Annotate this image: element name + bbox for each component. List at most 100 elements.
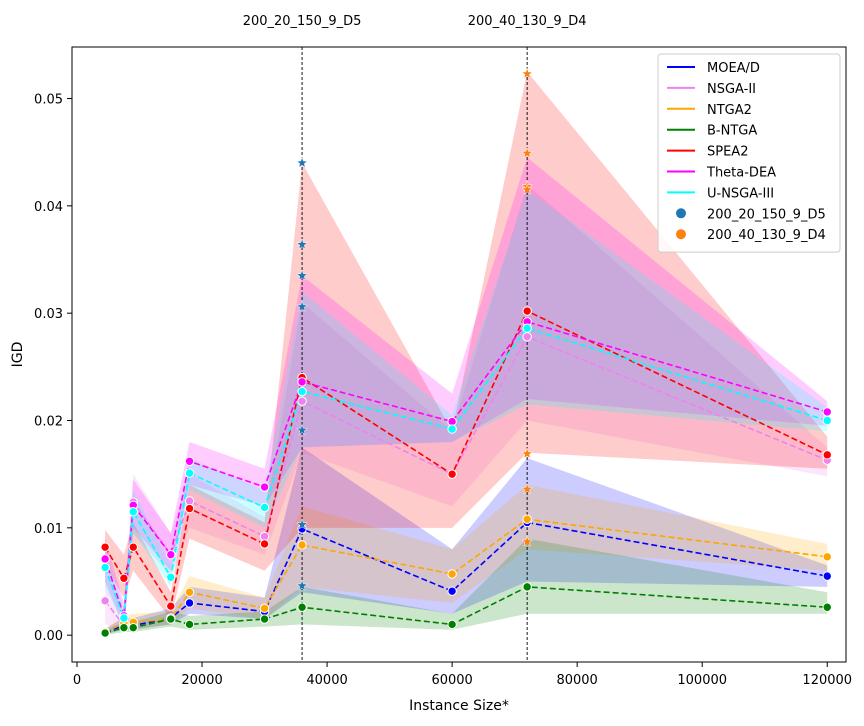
star-marker-200-40-130-9-d4 bbox=[521, 447, 534, 459]
point-spea2 bbox=[522, 306, 532, 316]
point-b-ntga bbox=[522, 582, 532, 592]
point-theta-dea bbox=[184, 456, 195, 466]
axes: 0 20000 40000 60000 80000 100000 120000 0.00 0.0… bbox=[10, 93, 852, 714]
band-ntga2 bbox=[105, 484, 828, 635]
point-b-ntga bbox=[259, 614, 270, 624]
y-tick-label: 0.00 bbox=[34, 629, 63, 644]
vline-label-200-20-150-9-d5: 200_20_150_9_D5 bbox=[243, 14, 362, 29]
vline-label-200-40-130-9-d4: 200_40_130_9_D4 bbox=[468, 14, 587, 29]
legend-label-u-nsga-iii: U-NSGA-III bbox=[707, 186, 774, 201]
x-tick-label: 0 bbox=[73, 673, 81, 688]
point-spea2 bbox=[259, 539, 270, 549]
point-u-nsga-iii bbox=[119, 613, 129, 623]
star-marker-200-40-130-9-d4 bbox=[521, 535, 534, 547]
point-u-nsga-iii bbox=[184, 468, 195, 478]
point-u-nsga-iii bbox=[128, 507, 138, 517]
point-b-ntga bbox=[119, 622, 129, 633]
star-marker-200-20-150-9-d5 bbox=[296, 423, 308, 436]
y-axis-label: IGD bbox=[10, 342, 26, 368]
band-theta-dea bbox=[105, 157, 828, 627]
point-moea-d bbox=[447, 586, 457, 596]
band-b-ntga bbox=[105, 538, 828, 636]
point-b-ntga bbox=[166, 614, 176, 624]
point-u-nsga-iii bbox=[822, 415, 832, 426]
x-tick-label: 40000 bbox=[306, 673, 347, 688]
line-moea-d bbox=[104, 521, 828, 633]
star-marker-200-20-150-9-d5 bbox=[296, 156, 308, 168]
x-tick-label: 60000 bbox=[431, 673, 472, 688]
confidence-bands bbox=[105, 71, 828, 636]
point-u-nsga-iii bbox=[522, 323, 532, 333]
legend-label-theta-dea: Theta-DEA bbox=[706, 166, 776, 181]
legend-label-moea-d: MOEA/D bbox=[707, 61, 760, 76]
point-theta-dea bbox=[100, 554, 110, 564]
point-spea2 bbox=[100, 542, 110, 552]
instance-markers bbox=[296, 67, 534, 591]
point-ntga2 bbox=[522, 514, 532, 524]
legend-label-200-20-150-9-d5: 200_20_150_9_D5 bbox=[707, 207, 826, 222]
x-tick-label: 80000 bbox=[556, 673, 597, 688]
point-b-ntga bbox=[822, 602, 832, 612]
star-marker-200-40-130-9-d4 bbox=[521, 147, 534, 159]
plot-frame bbox=[71, 46, 847, 663]
point-ntga2 bbox=[259, 603, 270, 614]
legend-swatch-200-40-130-9-d4 bbox=[676, 229, 686, 240]
point-nsga-ii bbox=[100, 596, 110, 606]
point-nsga-ii bbox=[522, 332, 532, 342]
legend-label-200-40-130-9-d4: 200_40_130_9_D4 bbox=[707, 228, 826, 243]
point-b-ntga bbox=[184, 619, 195, 630]
line-spea2 bbox=[104, 309, 828, 609]
star-marker-200-20-150-9-d5 bbox=[296, 269, 308, 281]
legend-swatch-200-20-150-9-d5 bbox=[676, 208, 686, 219]
point-b-ntga bbox=[128, 622, 138, 633]
point-u-nsga-iii bbox=[166, 572, 176, 582]
y-tick-label: 0.02 bbox=[34, 415, 63, 430]
point-u-nsga-iii bbox=[297, 386, 307, 397]
x-tick-label: 20000 bbox=[181, 673, 222, 688]
line-u-nsga-iii bbox=[104, 327, 828, 619]
point-theta-dea bbox=[822, 407, 832, 417]
point-theta-dea bbox=[259, 482, 270, 492]
point-ntga2 bbox=[297, 540, 307, 550]
band-moea-d bbox=[105, 447, 828, 635]
point-spea2 bbox=[128, 542, 138, 552]
y-tick-label: 0.03 bbox=[34, 307, 63, 322]
star-marker-200-40-130-9-d4 bbox=[521, 482, 534, 495]
point-theta-dea bbox=[297, 377, 307, 387]
point-spea2 bbox=[447, 469, 457, 479]
point-u-nsga-iii bbox=[447, 424, 457, 434]
x-axis-label: Instance Size* bbox=[409, 698, 509, 714]
star-marker-200-40-130-9-d4 bbox=[521, 183, 534, 195]
series-points bbox=[100, 306, 832, 638]
x-tick-label: 100000 bbox=[677, 673, 727, 688]
star-marker-200-20-150-9-d5 bbox=[296, 579, 308, 591]
point-b-ntga bbox=[100, 628, 110, 638]
y-tick-label: 0.04 bbox=[34, 200, 63, 215]
point-b-ntga bbox=[297, 602, 307, 612]
point-theta-dea bbox=[166, 549, 176, 560]
point-ntga2 bbox=[184, 587, 195, 597]
point-spea2 bbox=[166, 601, 176, 611]
point-moea-d bbox=[822, 571, 832, 581]
point-ntga2 bbox=[447, 569, 457, 579]
y-tick-label: 0.01 bbox=[34, 522, 63, 537]
legend-label-nsga-ii: NSGA-II bbox=[707, 82, 756, 97]
band-nsga-ii bbox=[105, 184, 828, 631]
band-spea2 bbox=[105, 71, 828, 620]
point-spea2 bbox=[119, 573, 129, 583]
legend-label-ntga2: NTGA2 bbox=[707, 103, 752, 118]
line-ntga2 bbox=[104, 518, 828, 633]
star-marker-200-20-150-9-d5 bbox=[296, 238, 308, 250]
series-lines bbox=[104, 309, 828, 634]
point-spea2 bbox=[184, 503, 195, 514]
legend-box bbox=[657, 53, 841, 253]
point-moea-d bbox=[184, 598, 195, 608]
x-tick-label: 120000 bbox=[802, 673, 852, 688]
reference-lines: 200_20_150_9_D5 200_40_130_9_D4 bbox=[243, 14, 587, 662]
point-ntga2 bbox=[822, 552, 832, 562]
y-tick-label: 0.05 bbox=[34, 93, 63, 108]
band-u-nsga-iii bbox=[105, 189, 828, 627]
star-marker-200-40-130-9-d4 bbox=[521, 67, 534, 79]
